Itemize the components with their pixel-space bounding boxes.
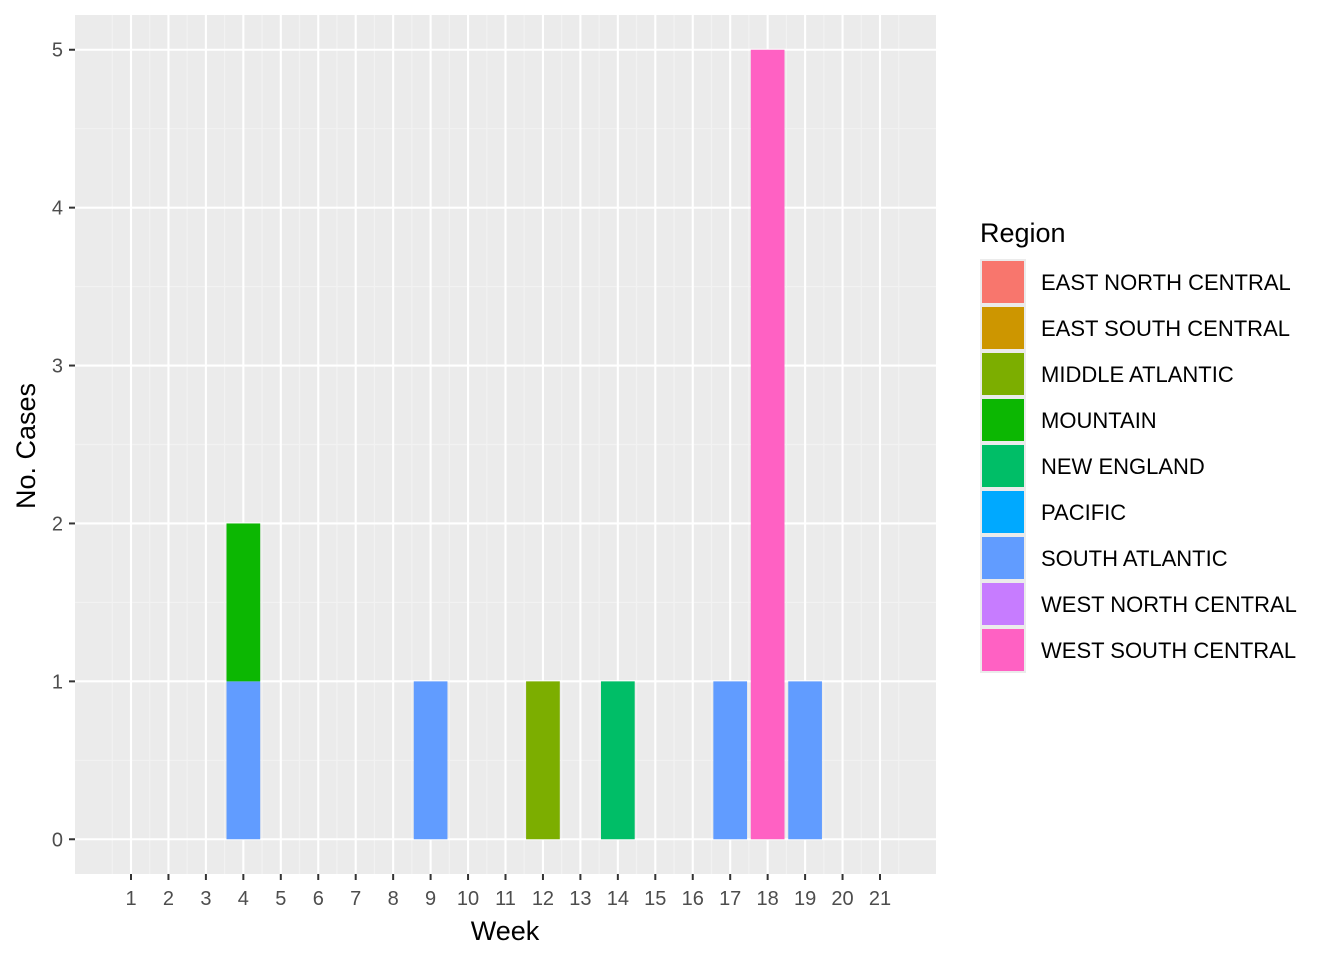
bar-week-14-new-england <box>600 681 635 840</box>
legend-label: MIDDLE ATLANTIC <box>1041 362 1234 387</box>
legend-label: PACIFIC <box>1041 500 1126 525</box>
legend-key-swatch <box>982 261 1024 303</box>
x-tick-label: 11 <box>495 888 516 910</box>
legend-title: Region <box>980 218 1066 248</box>
legend-label: WEST NORTH CENTRAL <box>1041 592 1297 617</box>
y-tick-label: 4 <box>52 198 63 220</box>
legend-label: MOUNTAIN <box>1041 408 1157 433</box>
bar-week-18-west-south-central <box>750 49 785 840</box>
legend-label: EAST SOUTH CENTRAL <box>1041 316 1290 341</box>
legend-label: EAST NORTH CENTRAL <box>1041 270 1291 295</box>
legend: Region EAST NORTH CENTRAL EAST SOUTH CENT… <box>980 218 1297 673</box>
x-tick-label: 14 <box>607 888 629 910</box>
x-tick-label: 19 <box>794 888 816 910</box>
legend-key-swatch <box>982 537 1024 579</box>
bars <box>226 49 822 840</box>
x-tick-label: 17 <box>719 888 741 910</box>
x-axis-title: Week <box>471 916 540 946</box>
bar-week-4-south-atlantic <box>226 681 261 840</box>
y-tick-label: 1 <box>52 671 63 693</box>
bar-week-4-mountain <box>226 523 261 682</box>
y-axis-ticks: 0 1 2 3 4 5 <box>52 40 75 851</box>
y-tick-label: 0 <box>52 829 63 851</box>
bar-week-17-south-atlantic <box>713 681 748 840</box>
x-tick-label: 12 <box>532 888 554 910</box>
legend-key-swatch <box>982 583 1024 625</box>
legend-label: NEW ENGLAND <box>1041 454 1205 479</box>
y-tick-label: 2 <box>52 513 63 535</box>
x-axis-ticks: 1 2 3 4 5 6 7 8 9 10 11 12 13 14 15 16 17 18 19 20 21 <box>125 874 891 910</box>
legend-key-swatch <box>982 491 1024 533</box>
legend-key-swatch <box>982 445 1024 487</box>
x-tick-label: 1 <box>125 888 136 910</box>
minor-grid <box>75 15 936 874</box>
x-tick-label: 6 <box>313 888 324 910</box>
x-tick-label: 18 <box>757 888 779 910</box>
x-tick-label: 13 <box>569 888 591 910</box>
bar-week-12-middle-atlantic <box>526 681 560 840</box>
y-axis-title: No. Cases <box>11 383 41 509</box>
legend-label: WEST SOUTH CENTRAL <box>1041 638 1296 663</box>
bar-week-9-south-atlantic <box>413 681 448 840</box>
legend-label: SOUTH ATLANTIC <box>1041 546 1228 571</box>
legend-key-swatch <box>982 629 1024 671</box>
x-tick-label: 7 <box>350 888 361 910</box>
x-tick-label: 2 <box>163 888 174 910</box>
x-tick-label: 15 <box>644 888 666 910</box>
y-tick-label: 5 <box>52 40 63 62</box>
y-tick-label: 3 <box>52 356 63 378</box>
x-tick-label: 20 <box>831 888 853 910</box>
x-tick-label: 21 <box>869 888 891 910</box>
x-tick-label: 16 <box>682 888 704 910</box>
x-tick-label: 3 <box>200 888 211 910</box>
bar-week-19-south-atlantic <box>788 681 822 840</box>
legend-key-swatch <box>982 399 1024 441</box>
x-tick-label: 4 <box>238 888 249 910</box>
x-tick-label: 5 <box>275 888 286 910</box>
x-tick-label: 9 <box>425 888 436 910</box>
legend-key-swatch <box>982 307 1024 349</box>
x-tick-label: 8 <box>388 888 399 910</box>
legend-key-swatch <box>982 353 1024 395</box>
x-tick-label: 10 <box>457 888 479 910</box>
